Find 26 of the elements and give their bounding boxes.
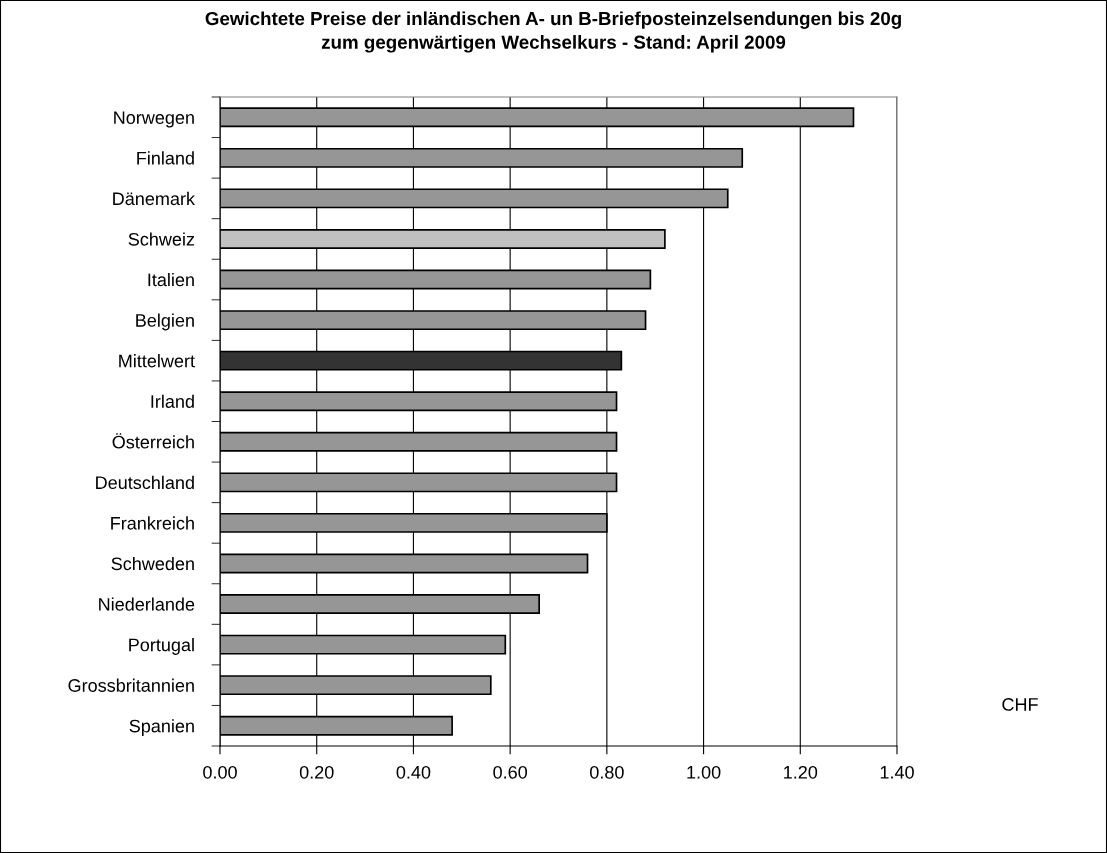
y-tick-label: Schweden <box>111 556 194 571</box>
x-axis-title: CHF <box>1002 698 1038 711</box>
y-tick-label: Finland <box>137 151 194 165</box>
y-tick-label: Belgien <box>136 313 194 331</box>
y-tick-label: Spanien <box>129 719 194 737</box>
x-tick-label: 0.20 <box>299 765 334 779</box>
y-tick-label: Österreich <box>112 433 194 449</box>
y-tick-label: Dänemark <box>113 191 196 206</box>
y-tick-label: Norwegen <box>114 111 194 128</box>
y-tick-label: Portugal <box>129 638 194 655</box>
y-tick-label: Frankreich <box>111 516 194 530</box>
x-tick-label: 0.00 <box>203 765 237 779</box>
y-tick-label: Deutschland <box>96 475 194 490</box>
x-tick-label: 1.00 <box>687 765 721 779</box>
y-tick-label: Grossbritannien <box>68 678 194 692</box>
x-tick-label: 1.20 <box>784 765 818 779</box>
y-tick-label: Niederlande <box>99 597 195 611</box>
x-tick-label: 0.60 <box>493 765 528 779</box>
chart-title: Gewichtete Preise der inländischen A- un B-Briefposteinzelsendungen bis 20g zum gegenwärtigen Wechselkurs - Stand: April 2009 <box>205 11 901 53</box>
y-tick-label: Schweiz <box>128 232 195 246</box>
y-tick-label: Italien <box>148 272 194 287</box>
x-tick-label: 1.40 <box>880 765 914 779</box>
y-tick-label: Irland <box>151 394 194 408</box>
y-tick-label: Mittelwert <box>119 354 195 368</box>
x-tick-label: 0.80 <box>589 765 624 779</box>
x-tick-label: 0.40 <box>396 765 431 779</box>
